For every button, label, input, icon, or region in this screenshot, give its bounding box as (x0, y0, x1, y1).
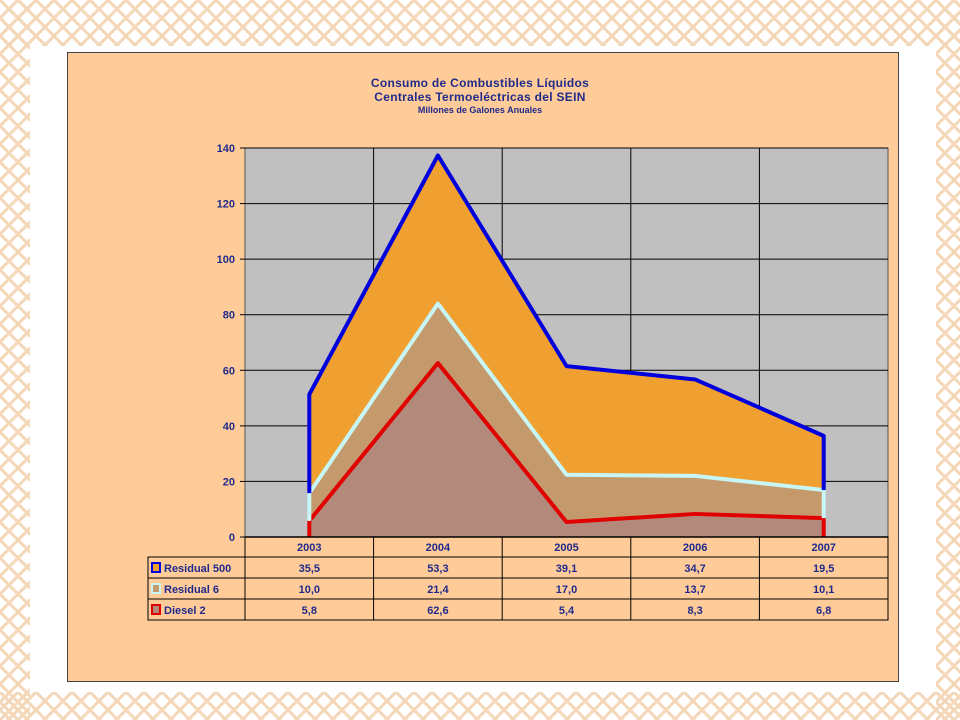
legend-key-residual-6 (151, 583, 161, 594)
data-label-residual-500: 39,1 (556, 563, 577, 575)
y-tick-label: 0 (229, 532, 235, 544)
x-tick-label: 2007 (811, 542, 835, 554)
data-label-residual-6: 13,7 (684, 584, 705, 596)
data-label-residual-6: 17,0 (556, 584, 577, 596)
data-label-residual-500: 53,3 (427, 563, 448, 575)
x-tick-label: 2006 (683, 542, 707, 554)
x-tick-label: 2003 (297, 542, 321, 554)
data-label-diesel-2: 62,6 (427, 605, 448, 617)
chart-units: Millones de Galones Anuales (417, 105, 543, 115)
decorative-border-left (0, 0, 30, 720)
table-row (147, 556, 889, 579)
data-label-diesel-2: 5,8 (302, 605, 317, 617)
y-tick-label: 80 (223, 310, 235, 322)
decorative-border-right (936, 0, 960, 720)
legend-key-diesel-2 (151, 604, 161, 615)
area-diesel-2 (309, 363, 824, 537)
data-label-residual-500: 19,5 (813, 563, 834, 575)
decorative-border-top (0, 0, 960, 46)
data-label-residual-6: 10,0 (299, 584, 320, 596)
y-tick-label: 40 (223, 421, 235, 433)
data-label-diesel-2: 5,4 (559, 605, 575, 617)
x-tick-label: 2004 (426, 542, 451, 554)
area-residual-500 (309, 155, 824, 494)
area-residual-6 (309, 303, 824, 522)
x-tick-label: 2005 (554, 542, 578, 554)
line-residual-500 (307, 153, 826, 494)
legend-key-residual-500 (151, 562, 161, 573)
data-label-diesel-2: 6,8 (816, 605, 831, 617)
y-tick-label: 120 (217, 199, 235, 211)
data-label-residual-500: 35,5 (299, 563, 320, 575)
data-label-residual-500: 34,7 (684, 563, 705, 575)
table-row (147, 598, 889, 621)
chart-title: Consumo de Combustibles Líquidos (370, 76, 590, 90)
y-tick-label: 20 (223, 476, 235, 488)
legend-label-diesel-2: Diesel 2 (164, 605, 206, 617)
y-tick-label: 100 (217, 254, 235, 266)
data-label-diesel-2: 8,3 (687, 605, 702, 617)
y-tick-label: 60 (223, 365, 235, 377)
y-tick-label: 140 (217, 143, 235, 155)
legend-label-residual-6: Residual 6 (164, 584, 219, 596)
legend-label-residual-500: Residual 500 (164, 563, 231, 575)
chart-subtitle: Centrales Termoeléctricas del SEIN (374, 90, 586, 104)
decorative-border-bottom (0, 692, 960, 720)
data-label-residual-6: 10,1 (813, 584, 834, 596)
table-row (147, 577, 889, 600)
data-label-residual-6: 21,4 (427, 584, 449, 596)
